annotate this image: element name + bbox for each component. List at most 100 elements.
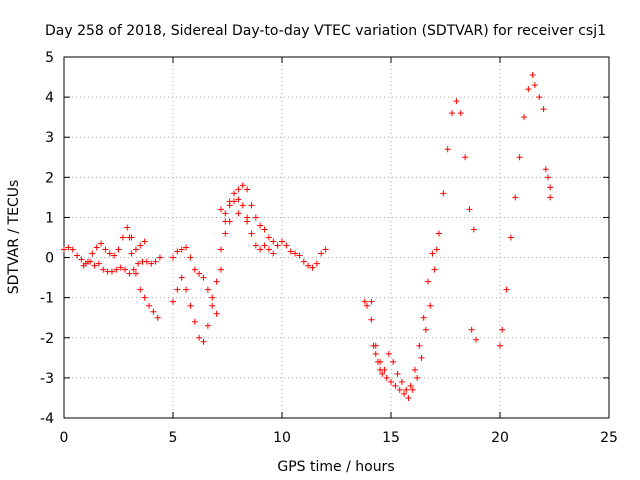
data-point [444, 146, 451, 153]
data-point [396, 386, 403, 393]
y-tick-label: -4 [40, 411, 54, 427]
data-point [372, 342, 379, 349]
data-point [407, 382, 414, 389]
data-point [529, 72, 536, 79]
data-point [152, 258, 159, 265]
data-point [516, 154, 523, 161]
data-point [540, 106, 547, 113]
x-tick-label: 5 [169, 430, 178, 446]
data-point [146, 302, 153, 309]
data-point [283, 242, 290, 249]
data-point [403, 386, 410, 393]
data-point [106, 250, 113, 257]
data-point [111, 252, 118, 259]
data-point [309, 264, 316, 271]
data-point [248, 202, 255, 209]
data-point [128, 250, 135, 257]
data-point [126, 234, 133, 241]
data-point [187, 302, 194, 309]
x-axis-label: GPS time / hours [277, 459, 394, 475]
data-point [361, 298, 368, 305]
data-point [507, 234, 514, 241]
data-point [520, 114, 527, 121]
data-point [429, 250, 436, 257]
data-point [409, 386, 416, 393]
data-point [117, 264, 124, 271]
data-point [154, 314, 161, 321]
data-point [383, 374, 390, 381]
data-point [217, 246, 224, 253]
data-points [61, 72, 554, 401]
data-point [137, 242, 144, 249]
data-point [93, 244, 100, 251]
y-tick-label: 4 [45, 90, 54, 106]
data-point [427, 302, 434, 309]
data-point [231, 190, 238, 197]
data-point [119, 234, 126, 241]
data-point [296, 252, 303, 259]
axis-ticks [63, 56, 610, 419]
data-point [313, 260, 320, 267]
data-point [531, 82, 538, 89]
data-point [217, 206, 224, 213]
data-point [279, 238, 285, 245]
data-point [124, 224, 131, 231]
grid-lines [64, 57, 609, 418]
data-point [183, 244, 190, 251]
data-point [422, 326, 429, 333]
data-point [174, 248, 181, 255]
data-point [503, 286, 510, 293]
data-point [235, 196, 242, 203]
data-point [196, 270, 203, 277]
data-point [411, 366, 418, 373]
data-point [170, 254, 176, 261]
data-point [525, 86, 532, 93]
data-point [300, 258, 307, 265]
data-point [235, 186, 242, 193]
data-point [204, 286, 211, 293]
data-point [368, 298, 375, 305]
y-tick-label: 0 [45, 251, 54, 267]
data-point [453, 98, 460, 105]
data-point [61, 246, 67, 253]
data-point [468, 326, 475, 333]
data-point [132, 246, 139, 253]
y-tick-label: 2 [45, 170, 54, 186]
tick-labels: 0 5 10 15 20 25 -4 -3 -2 -1 0 1 2 3 4 5 [40, 50, 618, 446]
data-point [222, 230, 229, 237]
data-point [318, 250, 325, 257]
data-point [252, 242, 259, 249]
x-tick-label: 25 [600, 430, 618, 446]
data-point [239, 202, 246, 209]
data-point [433, 246, 440, 253]
data-point [473, 336, 480, 343]
data-point [435, 230, 442, 237]
data-point [257, 222, 264, 229]
data-point [457, 110, 464, 117]
data-point [449, 110, 456, 117]
data-point [372, 350, 379, 357]
data-point [178, 274, 185, 281]
data-point [200, 274, 207, 281]
data-point [418, 354, 425, 361]
data-point [261, 242, 268, 249]
data-point [143, 258, 150, 265]
data-point [248, 230, 255, 237]
data-point [265, 234, 272, 241]
data-point [148, 260, 155, 267]
data-point [547, 184, 554, 191]
data-point [209, 294, 216, 301]
data-point [425, 278, 432, 285]
data-point [78, 256, 85, 263]
data-point [368, 316, 375, 323]
x-tick-label: 15 [382, 430, 400, 446]
data-point [204, 322, 211, 329]
data-point [392, 382, 399, 389]
data-point [244, 186, 251, 193]
data-point [141, 294, 148, 301]
data-point [141, 238, 148, 245]
data-point [84, 258, 91, 265]
data-point [222, 210, 229, 217]
data-point [462, 154, 469, 161]
y-tick-label: -3 [40, 371, 54, 387]
